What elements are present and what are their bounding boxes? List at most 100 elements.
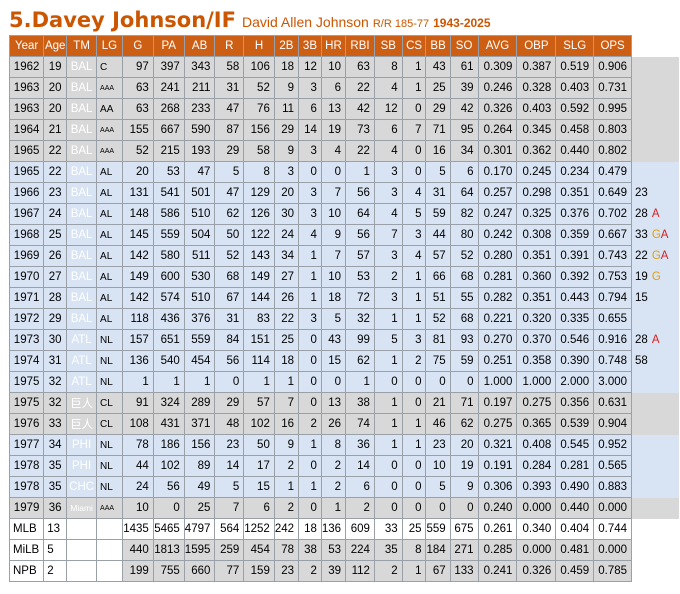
stat-cell: 10 — [121, 497, 154, 519]
stat-cell: 52 — [121, 140, 154, 162]
stat-cell: 0.170 — [477, 161, 518, 183]
league-cell: AAA — [96, 77, 123, 99]
stat-cell: 0.802 — [593, 140, 633, 162]
stat-cell: 233 — [183, 98, 216, 120]
totals-label: MLB — [8, 518, 45, 540]
stat-cell: 3 — [401, 329, 427, 351]
stat-cell: 2 — [345, 497, 375, 519]
stat-cell: 0.240 — [477, 497, 518, 519]
stat-cell: 3 — [373, 161, 403, 183]
stat-cell: 1 — [401, 56, 427, 78]
total-stat-cell: 39 — [320, 560, 347, 582]
stat-cell: 0.458 — [555, 119, 595, 141]
season-row: 1973 30 ATL NL 157 651 559 84 151 25 0 43 99 5 3 81 93 0.… — [8, 329, 680, 351]
stat-cell: 0.545 — [555, 434, 595, 456]
total-stat-cell: 1435 — [121, 518, 154, 540]
stat-cell: 7 — [320, 245, 347, 267]
stat-cell: 1 — [298, 434, 322, 456]
season-row: 1965 22 BAL AL 20 53 47 5 8 3 0 0 1 3 0 5 6 0.170 0.245 0.2… — [8, 161, 680, 183]
award-tag: GA — [652, 250, 669, 262]
stat-cell: 0.221 — [477, 308, 518, 330]
stat-cell: 42 — [449, 98, 479, 120]
stat-cell: 9 — [449, 476, 479, 498]
stat-cell: 5 — [425, 161, 451, 183]
stat-cell: 0.257 — [477, 182, 518, 204]
stat-cell: 47 — [183, 161, 216, 183]
award-note — [631, 161, 680, 183]
stat-cell: 0.387 — [516, 56, 557, 78]
stat-cell: 4 — [401, 245, 427, 267]
award-note — [631, 476, 680, 498]
stat-cell: 58 — [243, 140, 275, 162]
stat-cell: 67 — [214, 287, 245, 309]
season-row: 1968 25 BAL AL 145 559 504 50 122 24 4 9 56 7 3 44 80 0.2… — [8, 224, 680, 246]
award-note: 15 — [631, 287, 680, 309]
totals-row-npb: NPB 2 199 755 660 77 159 23 2 39 112 2 1 67 133 0.241 0.… — [8, 560, 680, 582]
year-cell: 1976 — [8, 413, 45, 435]
stat-cell: 43 — [320, 329, 347, 351]
stat-cell: 0 — [401, 140, 427, 162]
total-stat-cell: 0.744 — [593, 518, 633, 540]
age-cell: 26 — [43, 245, 68, 267]
team-badge: PHI — [66, 455, 98, 477]
total-stat-cell: 4797 — [183, 518, 216, 540]
award-note — [631, 77, 680, 99]
stat-cell: 48 — [214, 413, 245, 435]
total-stat-cell: 0.261 — [477, 518, 518, 540]
stat-cell: 2 — [373, 266, 403, 288]
league-cell: AAA — [96, 497, 123, 519]
age-cell: 20 — [43, 98, 68, 120]
total-stat-cell: 25 — [401, 518, 427, 540]
stat-cell: 0.546 — [555, 329, 595, 351]
stat-cell: 59 — [425, 203, 451, 225]
season-row: 1976 33 巨人 CL 108 431 371 48 102 16 2 26 74 1 1 46 62 0.2… — [8, 413, 680, 435]
stat-cell: 22 — [345, 77, 375, 99]
award-note — [631, 539, 680, 561]
age-cell: 35 — [43, 455, 68, 477]
season-row: 1962 19 BAL C 97 397 343 58 106 18 12 10 63 8 1 43 61 0.3… — [8, 56, 680, 78]
totals-label: MiLB — [8, 539, 45, 561]
total-stat-cell: 53 — [320, 539, 347, 561]
stat-cell: 22 — [273, 308, 300, 330]
stat-cell: 1 — [401, 266, 427, 288]
stat-cell: 68 — [449, 308, 479, 330]
stat-cell: 0.245 — [516, 161, 557, 183]
total-stat-cell: 184 — [425, 539, 451, 561]
age-cell: 22 — [43, 140, 68, 162]
stat-cell: 20 — [121, 161, 154, 183]
age-cell: 23 — [43, 182, 68, 204]
team-badge: BAL — [66, 56, 98, 78]
stat-cell: 0.356 — [555, 392, 595, 414]
age-cell: 32 — [43, 392, 68, 414]
stat-cell: 511 — [183, 245, 216, 267]
stat-cell: 64 — [345, 203, 375, 225]
award-note — [631, 455, 680, 477]
stat-cell: 108 — [121, 413, 154, 435]
stat-cell: 1 — [298, 287, 322, 309]
award-tag: G — [651, 271, 661, 283]
stat-cell: 0.403 — [516, 98, 557, 120]
stat-cell: 6 — [345, 476, 375, 498]
empty-cell — [96, 539, 123, 561]
total-stat-cell: 1252 — [243, 518, 275, 540]
award-tag: GA — [652, 229, 669, 241]
year-cell: 1975 — [8, 371, 45, 393]
stat-cell: 68 — [214, 266, 245, 288]
team-badge: BAL — [66, 77, 98, 99]
stat-cell: 84 — [214, 329, 245, 351]
age-cell: 21 — [43, 119, 68, 141]
stat-cell: 6 — [243, 497, 275, 519]
stat-cell: 62 — [449, 413, 479, 435]
league-cell: AL — [96, 161, 123, 183]
stat-cell: 0.365 — [516, 413, 557, 435]
stat-cell: 0.667 — [593, 224, 633, 246]
mvp-rank: 58 — [635, 355, 648, 367]
stat-cell: 574 — [152, 287, 185, 309]
year-cell: 1967 — [8, 203, 45, 225]
stat-cell: 397 — [152, 56, 185, 78]
team-badge: BAL — [66, 98, 98, 120]
stat-cell: 0.731 — [593, 77, 633, 99]
column-header-so: SO — [449, 35, 479, 57]
total-stat-cell: 1813 — [152, 539, 185, 561]
award-note: 28 A — [631, 203, 680, 225]
